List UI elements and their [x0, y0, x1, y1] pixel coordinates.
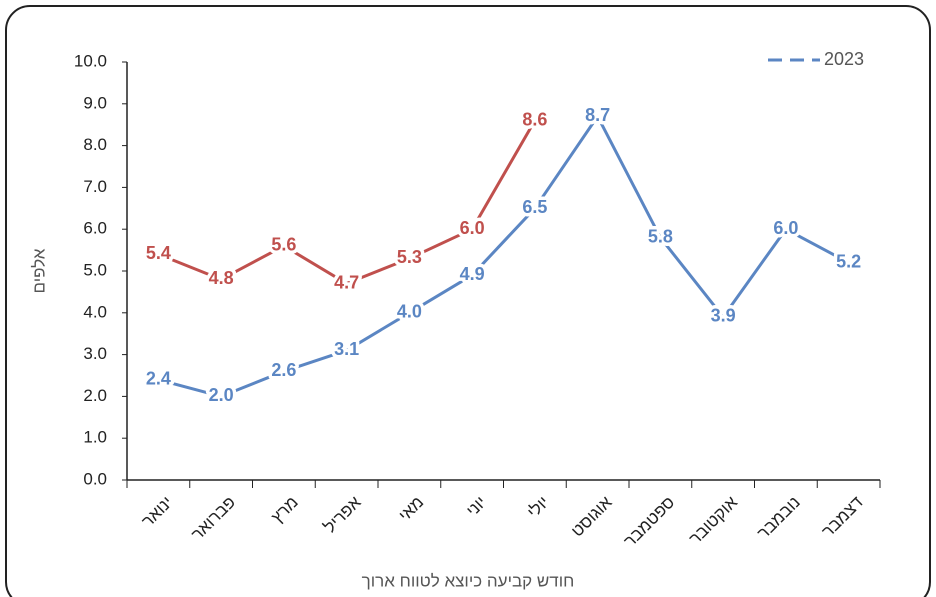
- data-label: 6.0: [773, 218, 798, 238]
- data-label: 4.7: [334, 272, 359, 292]
- data-label: 5.2: [836, 251, 861, 271]
- x-axis-title: חודש קביעה כיוצא לטווח ארוך: [362, 571, 575, 590]
- y-tick-label: 9.0: [83, 93, 107, 112]
- data-label: 8.7: [585, 105, 610, 125]
- y-tick-label: 0.0: [83, 469, 107, 488]
- y-tick-label: 10.0: [74, 51, 107, 70]
- data-label: 5.6: [271, 235, 296, 255]
- data-label: 4.9: [460, 264, 485, 284]
- data-label: 2.6: [271, 360, 296, 380]
- series-line: [157, 119, 537, 286]
- y-tick-label: 2.0: [83, 386, 107, 405]
- y-tick-label: 1.0: [83, 428, 107, 447]
- data-label: 6.0: [460, 218, 485, 238]
- y-tick-label: 5.0: [83, 260, 107, 279]
- y-tick-label: 4.0: [83, 302, 107, 321]
- data-label: 5.8: [648, 226, 673, 246]
- data-label: 2.4: [146, 368, 171, 388]
- y-axis-title: אלפים: [29, 248, 48, 293]
- data-label: 2.0: [209, 385, 234, 405]
- data-label: 3.9: [711, 306, 736, 326]
- data-label: 5.4: [146, 243, 171, 263]
- y-tick-label: 3.0: [83, 344, 107, 363]
- data-label: 8.6: [522, 109, 547, 129]
- y-tick-label: 6.0: [83, 219, 107, 238]
- series-line: [157, 114, 850, 398]
- y-tick-label: 7.0: [83, 177, 107, 196]
- data-label: 6.5: [522, 197, 547, 217]
- data-label: 5.3: [397, 247, 422, 267]
- data-label: 4.0: [397, 302, 422, 322]
- chart-frame: [5, 5, 931, 597]
- legend-label: 2023: [824, 49, 864, 69]
- y-tick-label: 8.0: [83, 135, 107, 154]
- data-label: 4.8: [209, 268, 234, 288]
- data-label: 3.1: [334, 339, 359, 359]
